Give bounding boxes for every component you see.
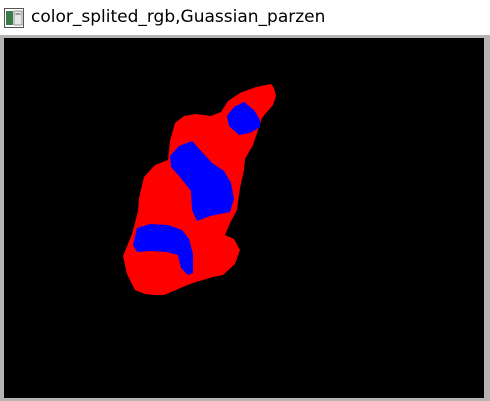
blue-region-bottom xyxy=(133,224,193,275)
title-bar[interactable]: color_splited_rgb,Guassian_parzen xyxy=(0,0,490,35)
blue-region-top xyxy=(227,102,260,135)
segmentation-canvas xyxy=(4,38,484,398)
image-window-icon xyxy=(4,8,24,28)
window-title: color_splited_rgb,Guassian_parzen xyxy=(31,7,326,27)
blue-region-middle xyxy=(170,141,234,221)
segmentation-image xyxy=(4,38,484,398)
